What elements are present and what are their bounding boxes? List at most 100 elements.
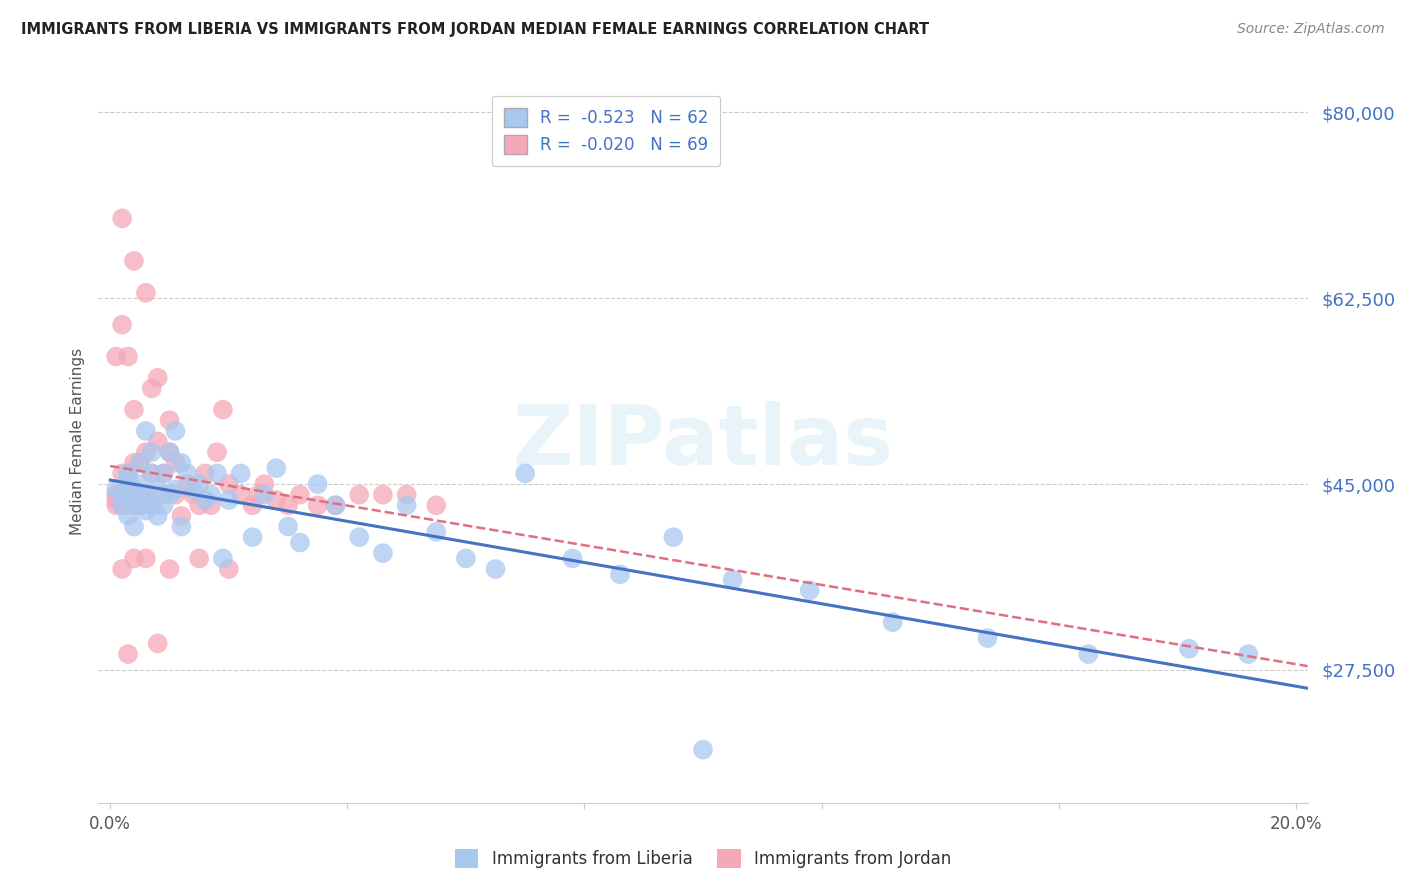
Point (117, 350, 139, 364)
Point (135, 551, 157, 566)
Point (105, 483, 128, 497)
Point (129, 498, 152, 512)
Point (135, 503, 157, 517)
Legend: R =  -0.523   N = 62, R =  -0.020   N = 69: R = -0.523 N = 62, R = -0.020 N = 69 (492, 95, 720, 166)
Point (159, 488, 181, 502)
Point (347, 488, 370, 502)
Y-axis label: Median Female Earnings: Median Female Earnings (69, 348, 84, 535)
Point (135, 488, 157, 502)
Point (176, 467, 198, 481)
Point (242, 498, 264, 512)
Point (277, 519, 299, 533)
Point (146, 636, 169, 650)
Point (176, 477, 198, 491)
Point (159, 413, 181, 427)
Point (141, 467, 163, 481)
Point (122, 456, 145, 470)
Point (170, 519, 193, 533)
Point (117, 488, 139, 502)
Point (111, 562, 134, 576)
Point (135, 445, 157, 459)
Point (141, 467, 163, 481)
Point (111, 211, 134, 226)
Point (1237, 647, 1260, 661)
Point (141, 381, 163, 395)
Point (325, 498, 347, 512)
Point (188, 477, 211, 491)
Point (253, 477, 276, 491)
Point (181, 488, 204, 502)
Point (395, 488, 418, 502)
Point (122, 519, 145, 533)
Point (111, 318, 134, 332)
Point (609, 567, 631, 582)
Point (212, 551, 235, 566)
Point (484, 562, 506, 576)
Point (122, 498, 145, 512)
Point (799, 583, 821, 598)
Point (1077, 647, 1099, 661)
Point (347, 530, 370, 544)
Point (200, 488, 222, 502)
Point (111, 498, 134, 512)
Point (721, 573, 744, 587)
Point (117, 508, 139, 523)
Point (194, 467, 217, 481)
Point (692, 742, 714, 756)
Point (515, 467, 537, 481)
Point (117, 467, 139, 481)
Point (165, 488, 187, 502)
Point (135, 488, 157, 502)
Point (561, 551, 583, 566)
Point (129, 493, 152, 508)
Point (111, 498, 134, 512)
Point (129, 477, 152, 491)
Point (146, 483, 169, 497)
Point (170, 508, 193, 523)
Point (152, 488, 174, 502)
Point (325, 498, 347, 512)
Point (882, 615, 904, 630)
Point (129, 498, 152, 512)
Point (181, 483, 204, 497)
Point (205, 445, 228, 459)
Point (200, 498, 222, 512)
Point (111, 467, 134, 481)
Point (264, 461, 287, 475)
Point (159, 445, 181, 459)
Point (159, 562, 181, 576)
Point (141, 498, 163, 512)
Point (307, 477, 329, 491)
Point (218, 477, 240, 491)
Point (122, 402, 145, 417)
Point (205, 467, 228, 481)
Point (122, 488, 145, 502)
Point (146, 371, 169, 385)
Point (218, 562, 240, 576)
Point (122, 551, 145, 566)
Point (425, 524, 447, 539)
Point (122, 253, 145, 268)
Point (129, 456, 152, 470)
Point (165, 424, 187, 438)
Point (425, 498, 447, 512)
Point (129, 456, 152, 470)
Point (105, 488, 128, 502)
Point (229, 467, 252, 481)
Point (288, 535, 311, 549)
Point (247, 488, 270, 502)
Legend: Immigrants from Liberia, Immigrants from Jordan: Immigrants from Liberia, Immigrants from… (449, 842, 957, 875)
Point (395, 498, 418, 512)
Point (165, 483, 187, 497)
Text: IMMIGRANTS FROM LIBERIA VS IMMIGRANTS FROM JORDAN MEDIAN FEMALE EARNINGS CORRELA: IMMIGRANTS FROM LIBERIA VS IMMIGRANTS FR… (21, 22, 929, 37)
Point (117, 467, 139, 481)
Point (976, 631, 998, 645)
Point (117, 647, 139, 661)
Point (277, 498, 299, 512)
Point (371, 488, 394, 502)
Text: ZIPatlas: ZIPatlas (513, 401, 893, 482)
Point (307, 498, 329, 512)
Point (105, 493, 128, 508)
Point (194, 493, 217, 508)
Point (122, 483, 145, 497)
